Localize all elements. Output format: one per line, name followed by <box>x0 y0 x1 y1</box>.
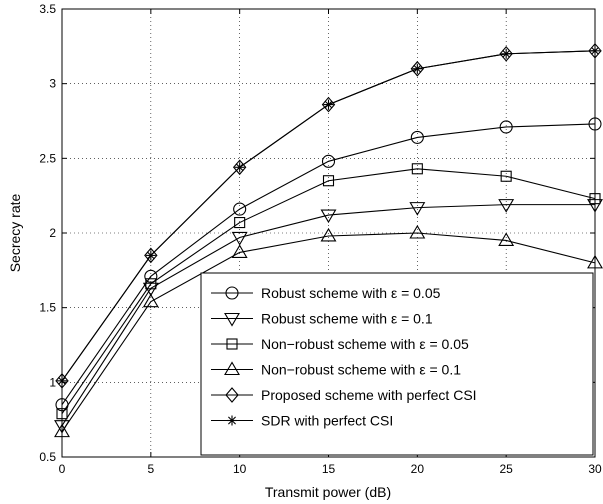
y-tick-label: 3.5 <box>39 2 56 16</box>
axis-ticks: 0 5 10 15 20 25 30 0.5 1 1.5 2 2.5 3 3.5 <box>39 2 602 476</box>
data-point <box>321 154 336 168</box>
data-point <box>323 99 334 110</box>
legend-marker <box>225 286 239 300</box>
legend-marker <box>227 415 237 426</box>
data-point <box>501 48 512 59</box>
data-point <box>234 162 245 173</box>
data-point <box>499 45 513 62</box>
data-point <box>231 244 248 258</box>
legend-label: Proposed scheme with perfect CSI <box>261 387 477 403</box>
y-tick-label: 2.5 <box>39 151 56 165</box>
data-point <box>144 247 158 264</box>
legend-item: SDR with perfect CSI <box>211 413 393 429</box>
legend-item: Robust scheme with ε = 0.1 <box>211 311 433 327</box>
series-layer <box>54 42 603 438</box>
data-point <box>499 120 513 134</box>
x-tick-label: 5 <box>147 462 154 476</box>
series-5 <box>57 45 600 386</box>
y-tick-label: 0.5 <box>39 450 56 464</box>
y-tick-label: 1.5 <box>39 301 56 315</box>
x-tick-label: 15 <box>322 462 336 476</box>
legend-item: Non−robust scheme with ε = 0.1 <box>211 361 461 378</box>
legend-label: Robust scheme with ε = 0.1 <box>261 311 433 327</box>
data-point <box>233 202 247 216</box>
x-tick-label: 0 <box>59 462 66 476</box>
data-point <box>145 250 156 261</box>
y-tick-label: 3 <box>49 77 56 91</box>
y-axis-label: Secrecy rate <box>7 193 23 272</box>
legend-label: Non−robust scheme with ε = 0.05 <box>261 336 469 352</box>
legend-label: Non−robust scheme with ε = 0.1 <box>261 362 461 378</box>
legend-box <box>200 272 594 456</box>
legend-marker <box>225 387 239 403</box>
x-tick-label: 20 <box>411 462 425 476</box>
legend-marker <box>226 338 238 350</box>
data-point <box>409 224 426 239</box>
y-tick-label: 1 <box>49 375 56 389</box>
legend-item: Proposed scheme with perfect CSI <box>211 387 477 403</box>
data-point <box>410 60 425 77</box>
data-point <box>498 232 515 247</box>
data-point <box>410 130 424 144</box>
legend-marker <box>224 312 240 327</box>
legend-item: Non−robust scheme with ε = 0.05 <box>211 336 469 352</box>
data-point <box>321 96 336 113</box>
data-point <box>412 63 423 74</box>
series-line <box>61 168 596 415</box>
legend-label: Robust scheme with ε = 0.05 <box>261 285 441 301</box>
data-point <box>234 216 246 229</box>
x-tick-label: 10 <box>233 462 247 476</box>
data-point <box>322 175 335 187</box>
legend-label: SDR with perfect CSI <box>261 413 393 429</box>
series-line <box>61 232 596 432</box>
data-point <box>142 293 159 308</box>
y-tick-label: 2 <box>49 226 56 240</box>
data-point <box>145 278 157 290</box>
series-line <box>61 123 596 406</box>
data-point <box>409 202 426 216</box>
data-point <box>498 199 515 213</box>
x-tick-label: 30 <box>588 462 602 476</box>
series-3 <box>54 224 603 438</box>
data-point <box>500 170 512 182</box>
data-point <box>320 227 337 242</box>
x-axis-label: Transmit power (dB) <box>265 484 391 500</box>
data-point <box>231 231 248 246</box>
data-point <box>144 269 158 283</box>
x-tick-label: 25 <box>499 462 513 476</box>
data-point <box>320 209 337 224</box>
data-point <box>411 163 423 175</box>
legend-marker <box>224 361 240 376</box>
legend-item: Robust scheme with ε = 0.05 <box>211 285 441 301</box>
legend: Robust scheme with ε = 0.05 Robust scheme… <box>200 272 594 456</box>
